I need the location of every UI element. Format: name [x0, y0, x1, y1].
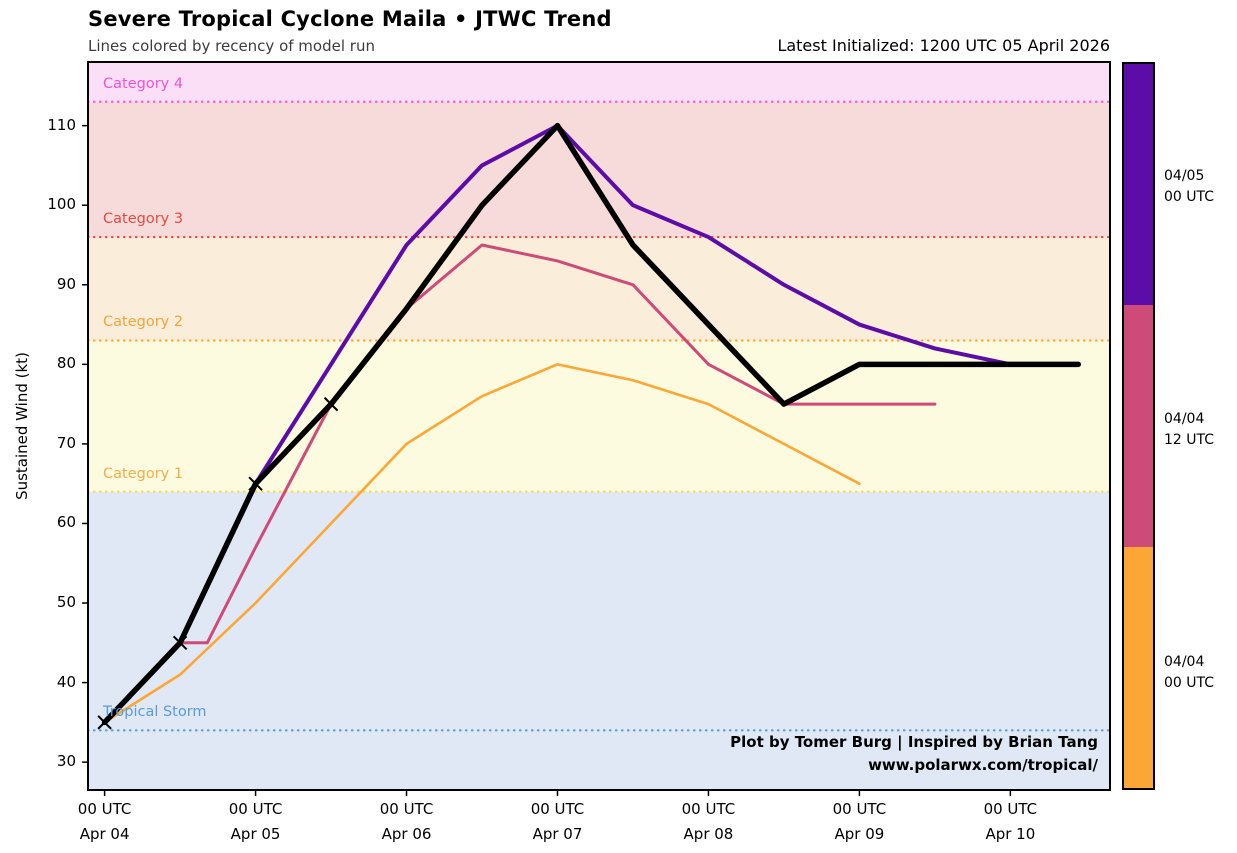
x-tick-label-apr-05: 00 UTC Apr 05	[196, 797, 316, 847]
series-observed-black	[101, 122, 1082, 726]
attribution: Plot by Tomer Burg | Inspired by Brian T…	[730, 731, 1098, 778]
x-tick-label-apr-06: 00 UTC Apr 06	[347, 797, 467, 847]
attribution-line2: www.polarwx.com/tropical/	[868, 756, 1098, 775]
x-tick-date: Apr 06	[381, 824, 432, 843]
band-category-4	[88, 62, 1110, 102]
chart-subtitle: Lines colored by recency of model run	[88, 37, 375, 55]
series-run-0404-00utc	[103, 363, 861, 724]
x-tick-utc: 00 UTC	[379, 800, 434, 818]
x-tick-label-apr-09: 00 UTC Apr 09	[799, 797, 919, 847]
y-tick-label-100: 100	[47, 195, 76, 214]
colorbar-label-run-0405-00utc: 04/05 00 UTC	[1164, 166, 1214, 208]
colorbar-label-line: 00 UTC	[1164, 189, 1215, 206]
x-tick-utc: 00 UTC	[983, 800, 1038, 818]
x-tick-utc: 00 UTC	[832, 800, 887, 818]
colorbar-label-line: 12 UTC	[1164, 432, 1215, 448]
y-tick-label-70: 70	[56, 433, 76, 452]
x-tick-utc: 00 UTC	[530, 800, 585, 818]
x-tick-label-apr-07: 00 UTC Apr 07	[497, 797, 617, 847]
y-tick-label-30: 30	[56, 752, 76, 771]
series-run-0405-00utc	[253, 123, 1081, 486]
obs-x-marker	[97, 715, 112, 730]
x-tick-label-apr-10: 00 UTC Apr 10	[950, 797, 1070, 847]
colorbar-segment-run-0405-00utc	[1124, 64, 1153, 306]
series-run-0404-12utc	[178, 243, 937, 645]
y-tick-label-60: 60	[56, 513, 76, 532]
category-label-category-1: Category 1	[103, 465, 184, 482]
colorbar-label-line: 04/05	[1164, 168, 1205, 185]
category-label-tropical-storm: Tropical Storm	[103, 704, 207, 721]
x-tick-utc: 00 UTC	[681, 800, 736, 818]
category-label-category-4: Category 4	[103, 75, 184, 92]
obs-x-marker	[323, 396, 339, 412]
obs-x-marker	[248, 476, 263, 491]
x-tick-date: Apr 09	[834, 824, 885, 843]
x-tick-label-apr-04: 00 UTC Apr 04	[45, 797, 165, 847]
colorbar-label-line: 00 UTC	[1164, 674, 1215, 691]
x-tick-label-apr-08: 00 UTC Apr 08	[648, 797, 768, 847]
y-tick-label-40: 40	[56, 672, 76, 691]
x-tick-utc: 00 UTC	[228, 800, 283, 818]
y-tick-label-110: 110	[47, 115, 76, 134]
colorbar-label-run-0404-00utc: 04/04 00 UTC	[1164, 652, 1214, 694]
x-tick-date: Apr 08	[683, 824, 734, 843]
y-tick-label-50: 50	[56, 593, 76, 612]
category-label-category-2: Category 2	[103, 314, 184, 331]
latest-initialized-label: Latest Initialized: 1200 UTC 05 April 20…	[777, 36, 1110, 55]
colorbar-label-run-0404-12utc: 04/04 12 UTC	[1164, 409, 1214, 451]
x-tick-date: Apr 10	[985, 824, 1036, 843]
colorbar-segment-run-0404-12utc	[1124, 305, 1153, 547]
x-tick-date: Apr 07	[532, 824, 583, 843]
y-tick-label-80: 80	[56, 354, 76, 373]
colorbar	[1122, 62, 1155, 790]
x-tick-date: Apr 04	[79, 824, 130, 843]
obs-x-marker	[172, 635, 188, 651]
y-axis-label: Sustained Wind (kt)	[13, 352, 31, 500]
colorbar-label-line: 04/04	[1164, 653, 1205, 670]
y-tick-label-90: 90	[56, 274, 76, 293]
attribution-line1: Plot by Tomer Burg | Inspired by Brian T…	[730, 733, 1098, 751]
band-category-2	[88, 237, 1110, 341]
x-tick-date: Apr 05	[230, 824, 281, 843]
colorbar-label-line: 04/04	[1164, 411, 1205, 427]
x-tick-utc: 00 UTC	[77, 800, 132, 818]
plot-border	[87, 61, 1111, 791]
colorbar-segment-run-0404-00utc	[1124, 546, 1153, 788]
category-label-category-3: Category 3	[103, 211, 184, 228]
chart-title: Severe Tropical Cyclone Maila • JTWC Tre…	[88, 7, 612, 31]
